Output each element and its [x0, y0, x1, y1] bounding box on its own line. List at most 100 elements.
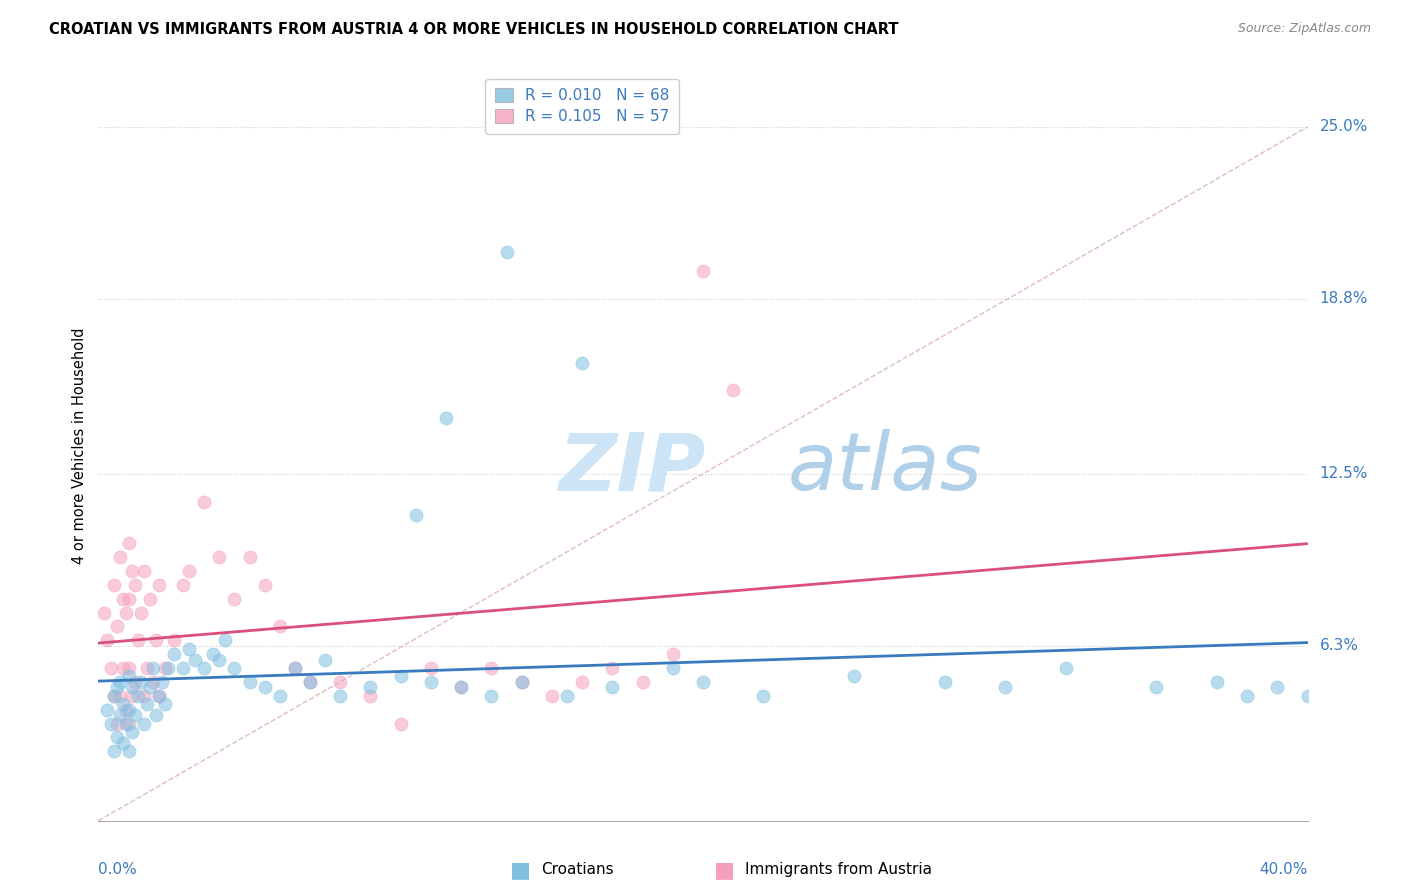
- Point: [124, 708, 146, 723]
- Text: Croatians: Croatians: [541, 863, 614, 877]
- Point: [510, 674, 533, 689]
- Point: [118, 744, 141, 758]
- Point: [661, 647, 683, 661]
- Point: [111, 736, 134, 750]
- Point: [145, 633, 167, 648]
- Point: [108, 674, 131, 689]
- Point: [103, 578, 125, 592]
- Point: [108, 708, 131, 723]
- Point: [208, 549, 231, 564]
- Point: [153, 697, 176, 711]
- Point: [184, 653, 207, 667]
- Point: [994, 681, 1017, 695]
- Point: [329, 674, 352, 689]
- Point: [329, 689, 352, 703]
- Point: [193, 494, 215, 508]
- Point: [284, 661, 307, 675]
- Point: [111, 661, 134, 675]
- Point: [114, 606, 136, 620]
- Point: [111, 591, 134, 606]
- Point: [631, 674, 654, 689]
- Point: [127, 633, 149, 648]
- Point: [934, 674, 956, 689]
- Point: [1206, 674, 1229, 689]
- Point: [360, 681, 382, 695]
- Point: [450, 681, 472, 695]
- Point: [156, 661, 179, 675]
- Y-axis label: 4 or more Vehicles in Household: 4 or more Vehicles in Household: [72, 327, 87, 565]
- Point: [214, 633, 236, 648]
- Point: [450, 681, 472, 695]
- Point: [148, 578, 170, 592]
- Point: [389, 716, 412, 731]
- Point: [314, 653, 336, 667]
- Point: [132, 716, 155, 731]
- Point: [284, 661, 307, 675]
- Text: atlas: atlas: [787, 429, 983, 508]
- Point: [661, 661, 683, 675]
- Point: [202, 647, 225, 661]
- Text: 0.0%: 0.0%: [98, 863, 138, 877]
- Point: [1054, 661, 1077, 675]
- Point: [420, 661, 443, 675]
- Point: [179, 564, 201, 578]
- Point: [135, 661, 157, 675]
- Point: [142, 661, 165, 675]
- Text: ZIP: ZIP: [558, 429, 706, 508]
- Point: [124, 674, 146, 689]
- Point: [142, 674, 165, 689]
- Point: [571, 356, 593, 370]
- Point: [148, 689, 170, 703]
- Point: [121, 564, 143, 578]
- Point: [1236, 689, 1258, 703]
- Point: [571, 674, 593, 689]
- Point: [132, 689, 155, 703]
- Point: [239, 674, 262, 689]
- Point: [135, 697, 157, 711]
- Point: [692, 674, 714, 689]
- Text: 12.5%: 12.5%: [1320, 467, 1368, 482]
- Point: [179, 641, 201, 656]
- Point: [105, 619, 128, 633]
- Text: CROATIAN VS IMMIGRANTS FROM AUSTRIA 4 OR MORE VEHICLES IN HOUSEHOLD CORRELATION : CROATIAN VS IMMIGRANTS FROM AUSTRIA 4 OR…: [49, 22, 898, 37]
- Text: 18.8%: 18.8%: [1320, 292, 1368, 307]
- Point: [540, 689, 562, 703]
- Point: [129, 674, 152, 689]
- Point: [118, 536, 141, 550]
- Point: [555, 689, 578, 703]
- Point: [139, 591, 162, 606]
- Point: [148, 689, 170, 703]
- Point: [129, 606, 152, 620]
- Point: [105, 731, 128, 745]
- Point: [103, 689, 125, 703]
- Point: [105, 681, 128, 695]
- Point: [121, 689, 143, 703]
- Point: [360, 689, 382, 703]
- Point: [114, 716, 136, 731]
- Point: [481, 689, 503, 703]
- Point: [481, 661, 503, 675]
- Point: [108, 689, 131, 703]
- Point: [434, 411, 457, 425]
- Point: [121, 681, 143, 695]
- Point: [163, 647, 186, 661]
- Point: [269, 689, 291, 703]
- Point: [405, 508, 427, 523]
- Point: [208, 653, 231, 667]
- Point: [96, 703, 118, 717]
- Point: [118, 716, 141, 731]
- Point: [299, 674, 322, 689]
- Point: [150, 674, 173, 689]
- Point: [239, 549, 262, 564]
- Point: [692, 264, 714, 278]
- Point: [118, 669, 141, 683]
- Point: [111, 697, 134, 711]
- Point: [253, 578, 276, 592]
- Point: [389, 669, 412, 683]
- Point: [121, 724, 143, 739]
- Point: [844, 669, 866, 683]
- Point: [602, 661, 624, 675]
- Text: Immigrants from Austria: Immigrants from Austria: [745, 863, 932, 877]
- Point: [100, 661, 122, 675]
- Point: [132, 564, 155, 578]
